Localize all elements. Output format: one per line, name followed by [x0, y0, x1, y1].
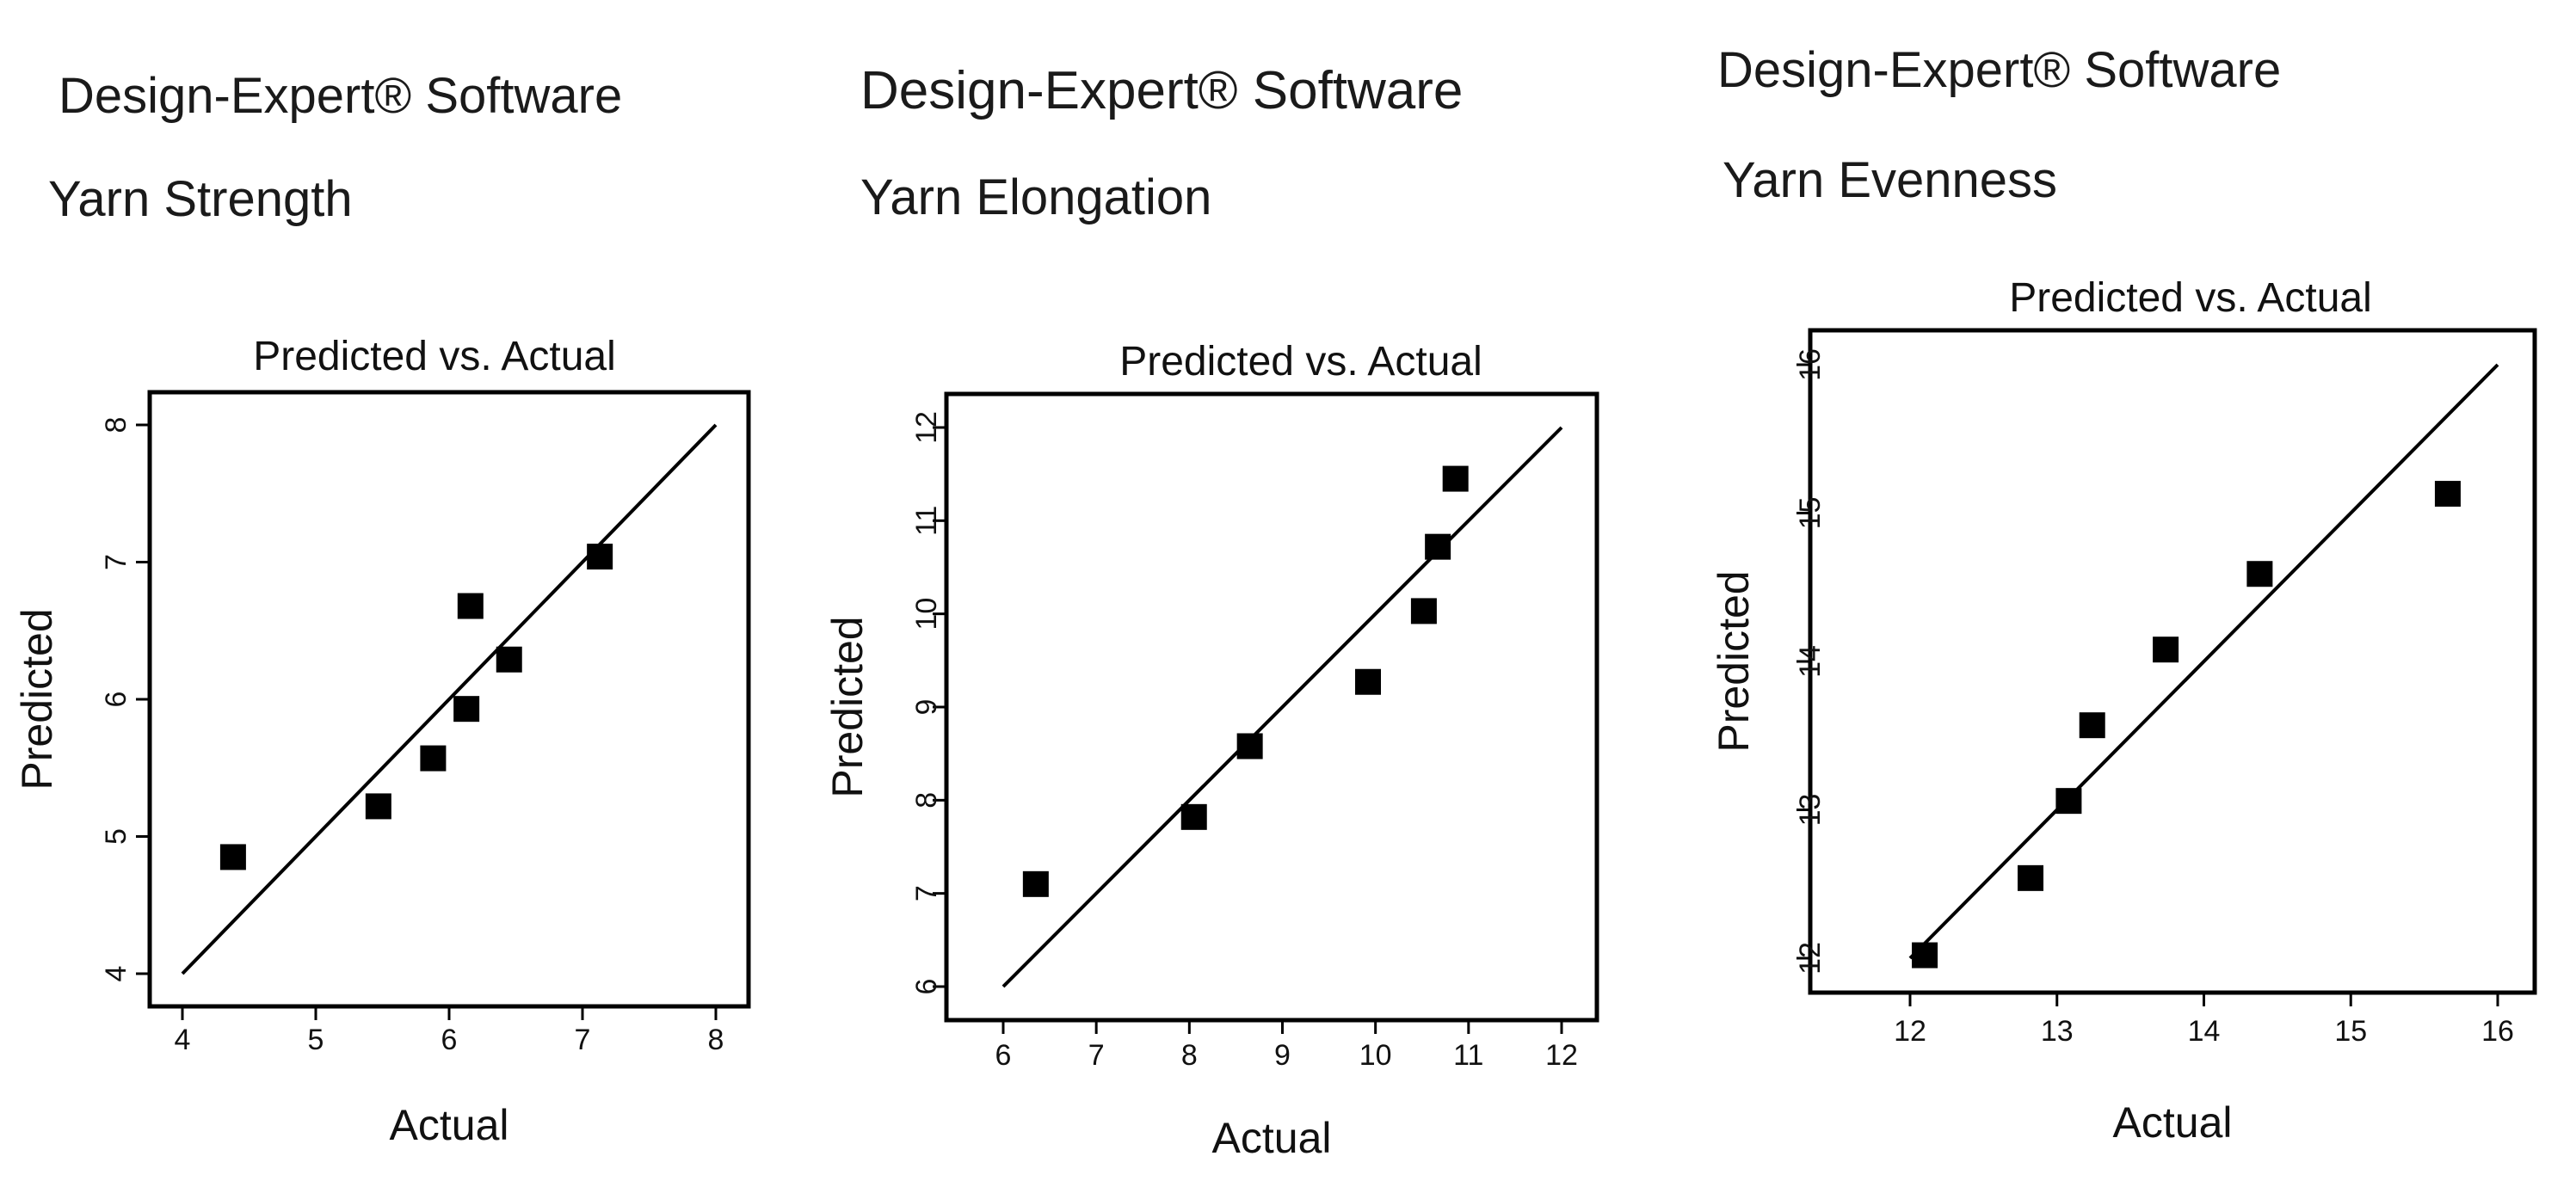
data-point: [2018, 864, 2044, 891]
x-tick-label: 11: [1453, 1039, 1483, 1072]
x-tick-label: 8: [708, 1024, 724, 1056]
reference-line: [181, 423, 718, 975]
data-point: [587, 544, 613, 570]
x-tick-label: 12: [1545, 1039, 1578, 1072]
data-point: [365, 793, 391, 820]
data-point: [2079, 712, 2105, 739]
x-tick-label: 6: [995, 1039, 1012, 1072]
x-axis-label: Actual: [390, 1101, 509, 1149]
x-tick-label: 15: [2334, 1015, 2367, 1048]
y-tick-label: 5: [100, 828, 132, 845]
data-point: [420, 745, 447, 772]
y-tick-label: 7: [100, 554, 132, 570]
data-point: [2153, 637, 2179, 663]
data-point: [453, 696, 480, 723]
x-tick-label: 7: [575, 1024, 591, 1056]
data-point: [1022, 870, 1049, 897]
y-tick-label: 12: [910, 411, 943, 444]
y-axis-label: Predicted: [1710, 570, 1758, 752]
x-tick-label: 12: [1894, 1015, 1926, 1048]
panel-3-response-title: Yarn Evenness: [1722, 152, 2058, 208]
panel-3-software-title: Design-Expert® Software: [1717, 42, 2282, 98]
data-point: [1410, 598, 1437, 624]
chart-yarn-elongation: Predicted vs. Actual 6 7 8 9 10 11 12 6 7 8 9 10 11 12…: [823, 339, 1599, 1162]
y-tick-label: 8: [910, 792, 943, 809]
x-tick-label: 6: [441, 1024, 458, 1056]
chart-title: Predicted vs. Actual: [253, 334, 616, 379]
y-tick-label: 9: [910, 699, 943, 716]
y-tick-label: 7: [910, 885, 943, 901]
x-tick-label: 8: [1181, 1039, 1198, 1072]
data-point: [2055, 788, 2082, 815]
y-tick-label: 14: [1794, 645, 1827, 678]
panel-1-response-title: Yarn Strength: [48, 171, 353, 227]
x-tick-label: 16: [2481, 1015, 2514, 1048]
panel-2-software-title: Design-Expert® Software: [860, 61, 1464, 120]
data-point: [1442, 465, 1469, 492]
x-tick-label: 10: [1359, 1039, 1392, 1072]
chart-yarn-strength: Predicted vs. Actual 4 5 6 7 8 4 5 6 7 8 Actual Pred…: [13, 334, 751, 1149]
x-axis-label: Actual: [1212, 1114, 1332, 1162]
y-axis-label: Predicted: [13, 608, 61, 790]
reference-line: [1001, 426, 1563, 988]
x-tick-label: 5: [308, 1024, 324, 1056]
x-tick-label: 14: [2188, 1015, 2221, 1048]
x-tick-label: 4: [175, 1024, 191, 1056]
y-tick-label: 8: [100, 417, 132, 434]
data-point: [457, 593, 484, 619]
x-tick-label: 7: [1088, 1039, 1105, 1072]
data-point: [2434, 481, 2461, 507]
x-axis-label: Actual: [2113, 1098, 2233, 1147]
y-tick-label: 15: [1794, 497, 1827, 530]
panel-2-response-title: Yarn Elongation: [860, 169, 1212, 225]
x-tick-label: 13: [2041, 1015, 2074, 1048]
y-tick-label: 12: [1794, 942, 1827, 975]
y-tick-label: 4: [100, 966, 132, 982]
y-tick-label: 11: [910, 506, 943, 536]
chart-title: Predicted vs. Actual: [2009, 275, 2372, 321]
data-point: [219, 844, 246, 870]
y-axis-label: Predicted: [823, 616, 872, 797]
data-point: [2246, 561, 2273, 587]
data-point: [496, 646, 522, 673]
reference-line: [1908, 363, 2499, 960]
y-tick-label: 16: [1794, 348, 1827, 381]
data-point: [1180, 803, 1207, 830]
panel-1-software-title: Design-Expert® Software: [59, 68, 623, 124]
data-point: [1912, 942, 1938, 969]
chart-title: Predicted vs. Actual: [1119, 339, 1482, 384]
y-tick-label: 13: [1794, 794, 1827, 827]
chart-yarn-evenness: Predicted vs. Actual 12 13 14 15 16 12 13 14 15 16…: [1710, 275, 2537, 1147]
data-point: [1355, 668, 1382, 695]
x-tick-label: 9: [1274, 1039, 1291, 1072]
y-tick-label: 10: [910, 598, 943, 630]
y-tick-label: 6: [910, 979, 943, 995]
data-point: [1236, 733, 1263, 760]
y-tick-label: 6: [100, 692, 132, 708]
data-point: [1425, 533, 1451, 560]
